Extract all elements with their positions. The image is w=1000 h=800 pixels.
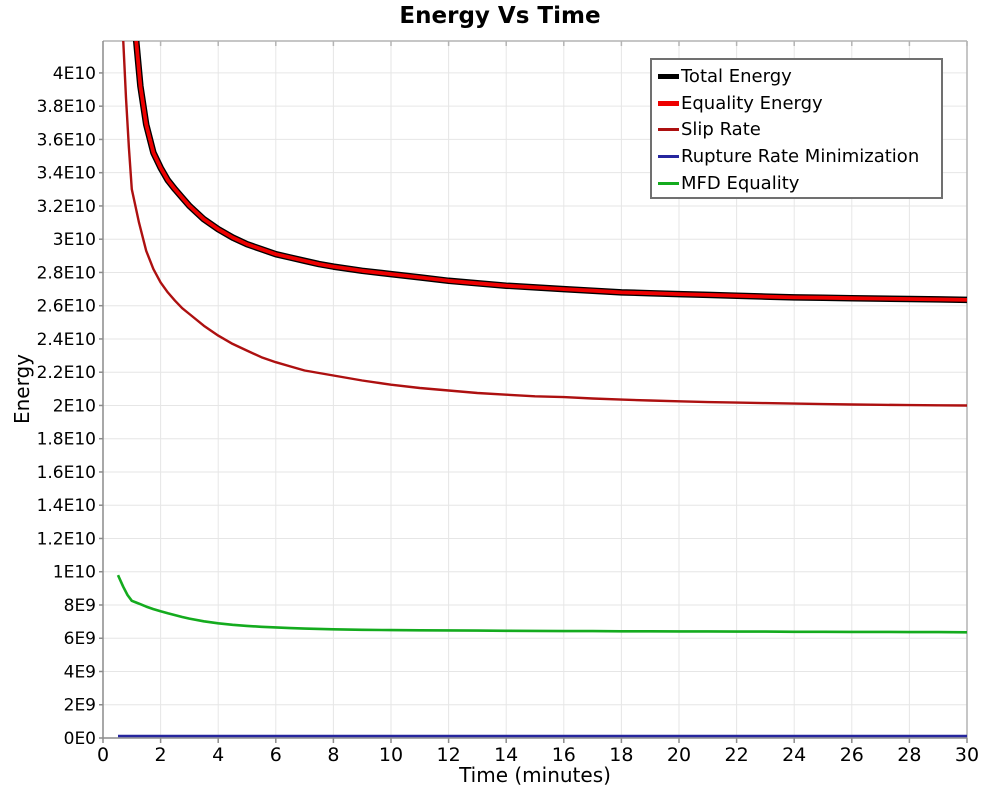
x-tick-label: 14	[494, 744, 518, 766]
x-tick-label: 10	[379, 744, 403, 766]
x-tick-label: 24	[782, 744, 806, 766]
x-tick-label: 22	[725, 744, 749, 766]
y-tick-label: 0E0	[64, 729, 96, 749]
x-tick-label: 0	[97, 744, 109, 766]
y-tick-label: 4E10	[53, 64, 96, 84]
series-line-slip-rate	[122, 41, 967, 407]
legend-swatch-mfd-equality	[658, 182, 679, 186]
x-tick-label: 16	[552, 744, 576, 766]
y-tick-label: 2.8E10	[37, 263, 96, 283]
y-tick-label: 6E9	[64, 629, 96, 649]
y-tick-label: 2E10	[53, 396, 96, 416]
y-tick-label: 2.2E10	[37, 363, 96, 383]
y-tick-label: 1E10	[53, 563, 96, 583]
y-tick-label: 4E9	[64, 662, 96, 682]
x-tick-label: 4	[212, 744, 224, 766]
legend-label-rupture-rate-minimization: Rupture Rate Minimization	[681, 146, 920, 168]
series-line-mfd-equality	[116, 574, 967, 634]
y-tick-label: 1.8E10	[37, 430, 96, 450]
chart-title: Energy Vs Time	[399, 3, 601, 29]
y-tick-label: 2E9	[64, 696, 96, 716]
y-tick-label: 3E10	[53, 230, 96, 250]
legend-entry-mfd-equality: MFD Equality	[658, 171, 941, 197]
series-line-equality-energy	[134, 41, 967, 302]
legend-entry-rupture-rate-minimization: Rupture Rate Minimization	[658, 144, 941, 170]
legend-entry-equality-energy: Equality Energy	[658, 90, 941, 116]
legend: Total Energy Equality Energy Slip Rate Rupt…	[650, 58, 943, 199]
x-tick-label: 12	[437, 744, 461, 766]
legend-entry-total-energy: Total Energy	[658, 63, 941, 89]
y-tick-label: 3.2E10	[37, 197, 96, 217]
x-tick-label: 30	[955, 744, 979, 766]
y-tick-label: 3.4E10	[37, 164, 96, 184]
legend-label-equality-energy: Equality Energy	[681, 92, 823, 114]
y-axis-label: Energy	[10, 353, 34, 425]
y-tick-label: 1.4E10	[37, 496, 96, 516]
y-tick-label: 8E9	[64, 596, 96, 616]
legend-label-total-energy: Total Energy	[681, 65, 792, 87]
x-axis-label: Time (minutes)	[459, 763, 611, 787]
legend-swatch-total-energy	[658, 73, 679, 79]
legend-swatch-rupture-rate-minimization	[658, 155, 679, 159]
x-tick-label: 28	[897, 744, 921, 766]
legend-label-mfd-equality: MFD Equality	[681, 173, 800, 195]
legend-swatch-slip-rate	[658, 128, 679, 132]
x-tick-label: 2	[155, 744, 167, 766]
x-tick-label: 20	[667, 744, 691, 766]
y-tick-label: 3.6E10	[37, 130, 96, 150]
y-tick-label: 2.6E10	[37, 297, 96, 317]
legend-label-slip-rate: Slip Rate	[681, 119, 761, 141]
x-tick-label: 6	[270, 744, 282, 766]
y-tick-label: 1.2E10	[37, 529, 96, 549]
legend-swatch-equality-energy	[658, 100, 679, 106]
y-tick-label: 2.4E10	[37, 330, 96, 350]
y-tick-label: 3.8E10	[37, 97, 96, 117]
x-tick-label: 8	[327, 744, 339, 766]
legend-entry-slip-rate: Slip Rate	[658, 117, 941, 143]
x-tick-label: 18	[609, 744, 633, 766]
x-tick-label: 26	[840, 744, 864, 766]
y-tick-label: 1.6E10	[37, 463, 96, 483]
